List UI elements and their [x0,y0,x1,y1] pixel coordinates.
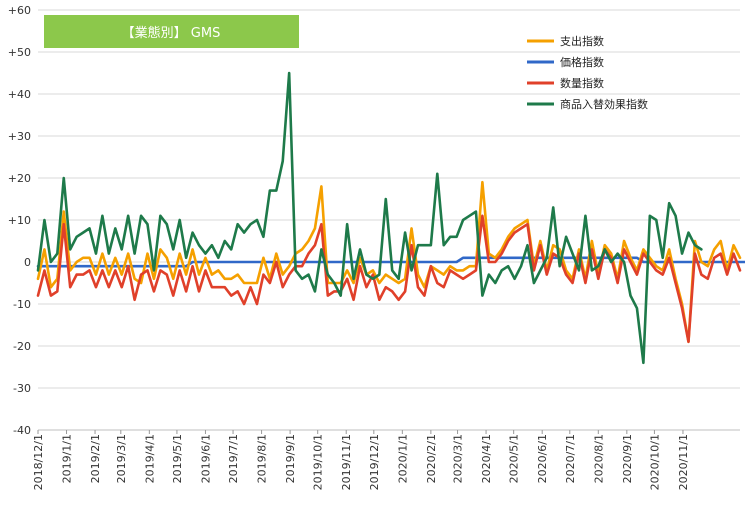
legend-label: 価格指数 [560,55,604,69]
gridlines [38,9,740,431]
x-tick-label: 2019/10/1 [312,434,325,490]
x-tick-label: 2019/5/1 [171,434,184,483]
x-tick-label: 2019/4/1 [143,434,156,483]
y-tick-label: -30 [13,382,31,395]
x-tick-label: 2019/9/1 [284,434,297,483]
y-tick-label: -40 [13,424,31,437]
y-tick-label: +50 [8,46,31,59]
y-tick-label: -10 [13,298,31,311]
legend-label: 商品入替効果指数 [560,97,648,111]
series-line-0 [36,180,742,344]
series-lines [36,71,745,365]
x-tick-label: 2019/6/1 [199,434,212,483]
chart-title: 【業態別】 GMS [122,25,221,41]
y-tick-label: +60 [8,4,31,17]
x-tick-label: 2019/8/1 [256,434,269,483]
x-tick-label: 2020/11/1 [677,434,690,490]
y-tick-label: -20 [13,340,31,353]
x-tick-label: 2020/8/1 [592,434,605,483]
x-tick-label: 2020/6/1 [536,434,549,483]
chart-title-box: 【業態別】 GMS [44,15,299,48]
series-line-2 [36,214,742,344]
y-axis: +60 +50 +40 +30 +20 +10 0 -10 -20 -30 -40 [8,4,31,437]
x-tick-label: 2019/7/1 [227,434,240,483]
y-tick-label: +20 [8,172,31,185]
legend-label: 数量指数 [560,76,604,90]
x-tick-label: 2020/1/1 [396,434,409,483]
y-tick-label: +10 [8,214,31,227]
x-tick-label: 2019/2/1 [89,434,102,483]
x-tick-label: 2020/7/1 [564,434,577,483]
series-line-3 [36,71,703,365]
x-tick-label: 2020/3/1 [452,434,465,483]
y-tick-label: 0 [24,256,31,269]
x-tick-label: 2020/5/1 [508,434,521,483]
legend-label: 支出指数 [560,34,604,48]
x-tick-label: 2019/3/1 [115,434,128,483]
x-tick-label: 2019/11/1 [340,434,353,490]
title-background [44,15,299,48]
x-tick-label: 2018/12/1 [32,434,45,490]
y-tick-label: +40 [8,88,31,101]
x-axis: 2018/12/1 2019/1/1 2019/2/1 2019/3/1 2019/4/… [32,430,690,490]
x-tick-label: 2020/4/1 [480,434,493,483]
x-tick-label: 2019/1/1 [61,434,74,483]
x-tick-label: 2019/12/1 [368,434,381,490]
x-tick-label: 2020/10/1 [648,434,661,490]
x-tick-label: 2020/2/1 [425,434,438,483]
x-tick-label: 2020/9/1 [621,434,634,483]
y-tick-label: +30 [8,130,31,143]
